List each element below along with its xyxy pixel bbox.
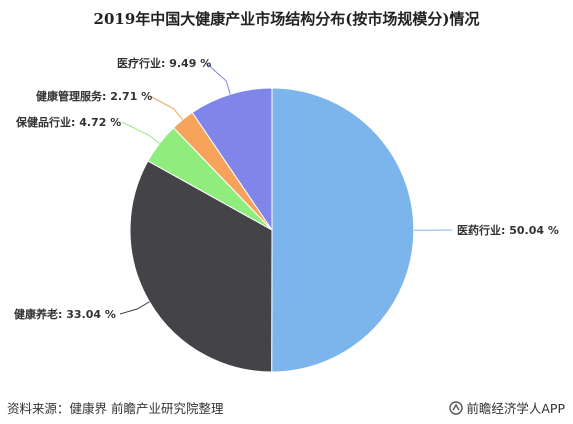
slice-label-3: 保健品行业: 4.72 % <box>15 115 121 129</box>
slice-label-4: 健康管理服务: 2.71 % <box>36 89 152 103</box>
pie-slice-1 <box>271 87 415 373</box>
pie-chart: 医药行业: 50.04 % 健康养老: 33.04 % 保健品行业: 4.72 % 健… <box>14 56 559 373</box>
slice-label-5: 医疗行业: 9.49 % <box>117 56 211 70</box>
slice-label-2: 健康养老: 33.04 % <box>14 307 116 321</box>
source-note: 资料来源：健康界 前瞻产业研究院整理 <box>7 401 224 416</box>
leader-line-5 <box>205 62 231 95</box>
chart-title: 2019年中国大健康产业市场结构分布(按市场规模分)情况 <box>93 10 480 28</box>
brand-credit: 前瞻经济学人APP <box>449 398 565 417</box>
pie-slice-5 <box>191 87 273 232</box>
slice-label-1: 医药行业: 50.04 % <box>457 223 559 237</box>
leader-line-3 <box>121 121 160 144</box>
brand-name: 前瞻经济学人APP <box>466 401 565 416</box>
leader-line-2 <box>119 301 150 315</box>
leader-line-4 <box>149 95 183 121</box>
qianzhan-logo-icon <box>449 400 464 415</box>
